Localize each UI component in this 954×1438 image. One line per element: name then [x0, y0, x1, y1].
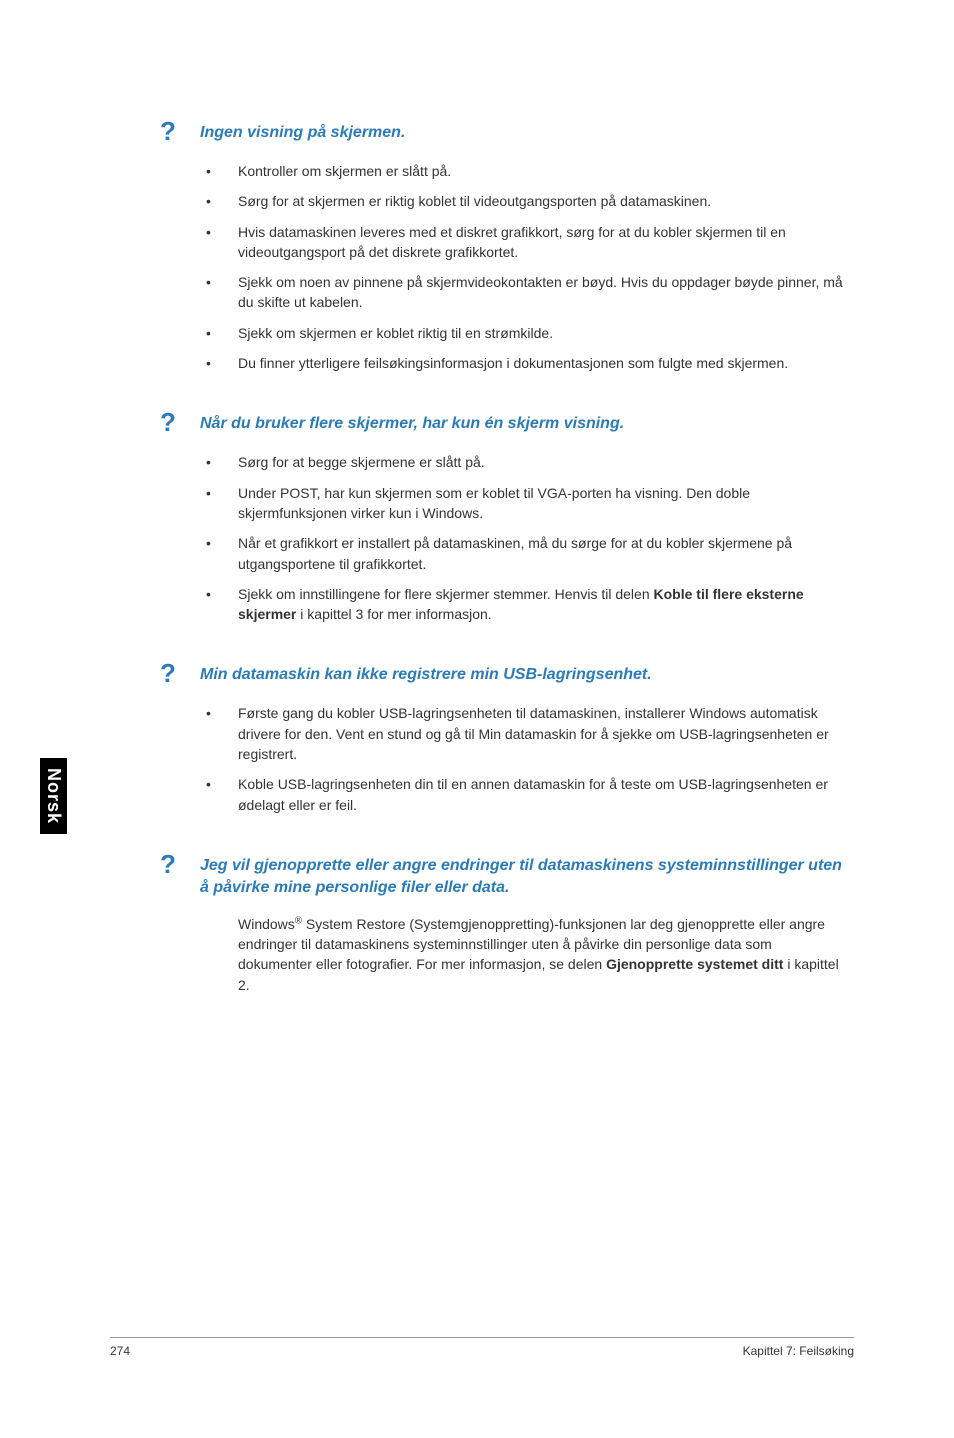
- question-row: ?Jeg vil gjenopprette eller angre endrin…: [160, 853, 844, 900]
- bullet-dot-icon: •: [200, 222, 238, 263]
- bullet-dot-icon: •: [200, 483, 238, 524]
- bullet-item: •Når et grafikkort er installert på data…: [200, 533, 844, 574]
- page-footer: 274 Kapittel 7: Feilsøking: [110, 1337, 854, 1358]
- faq-section: ?Når du bruker flere skjermer, har kun é…: [160, 411, 844, 624]
- bullet-dot-icon: •: [200, 452, 238, 472]
- bullet-item: •Sørg for at begge skjermene er slått på…: [200, 452, 844, 472]
- question-title: Når du bruker flere skjermer, har kun én…: [200, 411, 624, 435]
- question-row: ?Når du bruker flere skjermer, har kun é…: [160, 411, 844, 438]
- bullet-text: Under POST, har kun skjermen som er kobl…: [238, 483, 844, 524]
- bullet-dot-icon: •: [200, 703, 238, 764]
- bullet-text: Du finner ytterligere feilsøkingsinforma…: [238, 353, 844, 373]
- bullet-dot-icon: •: [200, 161, 238, 181]
- question-mark-icon: ?: [160, 849, 200, 880]
- bullet-item: •Sjekk om innstillingene for flere skjer…: [200, 584, 844, 625]
- bullet-dot-icon: •: [200, 353, 238, 373]
- answer-paragraph: Windows® System Restore (Systemgjenoppre…: [160, 914, 844, 995]
- bullet-item: •Du finner ytterligere feilsøkingsinform…: [200, 353, 844, 373]
- bullet-text: Når et grafikkort er installert på datam…: [238, 533, 844, 574]
- question-title: Jeg vil gjenopprette eller angre endring…: [200, 853, 844, 900]
- bullet-text: Sørg for at skjermen er riktig koblet ti…: [238, 191, 844, 211]
- bullet-item: •Sørg for at skjermen er riktig koblet t…: [200, 191, 844, 211]
- faq-section: ?Min datamaskin kan ikke registrere min …: [160, 662, 844, 814]
- question-title: Ingen visning på skjermen.: [200, 120, 405, 144]
- bullet-dot-icon: •: [200, 584, 238, 625]
- bullet-text: Sjekk om innstillingene for flere skjerm…: [238, 584, 844, 625]
- page-content: ?Ingen visning på skjermen.•Kontroller o…: [0, 0, 954, 995]
- question-mark-icon: ?: [160, 116, 200, 147]
- question-mark-icon: ?: [160, 658, 200, 689]
- bullet-item: •Kontroller om skjermen er slått på.: [200, 161, 844, 181]
- bullet-item: •Hvis datamaskinen leveres med et diskre…: [200, 222, 844, 263]
- bullet-item: •Sjekk om skjermen er koblet riktig til …: [200, 323, 844, 343]
- faq-section: ?Ingen visning på skjermen.•Kontroller o…: [160, 120, 844, 373]
- bullet-dot-icon: •: [200, 774, 238, 815]
- bullet-item: •Sjekk om noen av pinnene på skjermvideo…: [200, 272, 844, 313]
- question-row: ?Ingen visning på skjermen.: [160, 120, 844, 147]
- bullet-list: •Kontroller om skjermen er slått på.•Sør…: [160, 161, 844, 373]
- bullet-dot-icon: •: [200, 323, 238, 343]
- bullet-text: Sjekk om skjermen er koblet riktig til e…: [238, 323, 844, 343]
- faq-section: ?Jeg vil gjenopprette eller angre endrin…: [160, 853, 844, 995]
- language-tab: Norsk: [40, 758, 67, 834]
- question-row: ?Min datamaskin kan ikke registrere min …: [160, 662, 844, 689]
- bullet-list: •Sørg for at begge skjermene er slått på…: [160, 452, 844, 624]
- bullet-text: Hvis datamaskinen leveres med et diskret…: [238, 222, 844, 263]
- bullet-text: Koble USB-lagringsenheten din til en ann…: [238, 774, 844, 815]
- question-title: Min datamaskin kan ikke registrere min U…: [200, 662, 652, 686]
- page-number: 274: [110, 1344, 130, 1358]
- question-mark-icon: ?: [160, 407, 200, 438]
- bullet-list: •Første gang du kobler USB-lagringsenhet…: [160, 703, 844, 814]
- bullet-dot-icon: •: [200, 272, 238, 313]
- bullet-item: •Første gang du kobler USB-lagringsenhet…: [200, 703, 844, 764]
- bullet-text: Sjekk om noen av pinnene på skjermvideok…: [238, 272, 844, 313]
- chapter-label: Kapittel 7: Feilsøking: [743, 1344, 854, 1358]
- bullet-item: •Koble USB-lagringsenheten din til en an…: [200, 774, 844, 815]
- bullet-item: •Under POST, har kun skjermen som er kob…: [200, 483, 844, 524]
- bullet-dot-icon: •: [200, 533, 238, 574]
- bullet-text: Første gang du kobler USB-lagringsenhete…: [238, 703, 844, 764]
- bullet-dot-icon: •: [200, 191, 238, 211]
- bullet-text: Kontroller om skjermen er slått på.: [238, 161, 844, 181]
- bullet-text: Sørg for at begge skjermene er slått på.: [238, 452, 844, 472]
